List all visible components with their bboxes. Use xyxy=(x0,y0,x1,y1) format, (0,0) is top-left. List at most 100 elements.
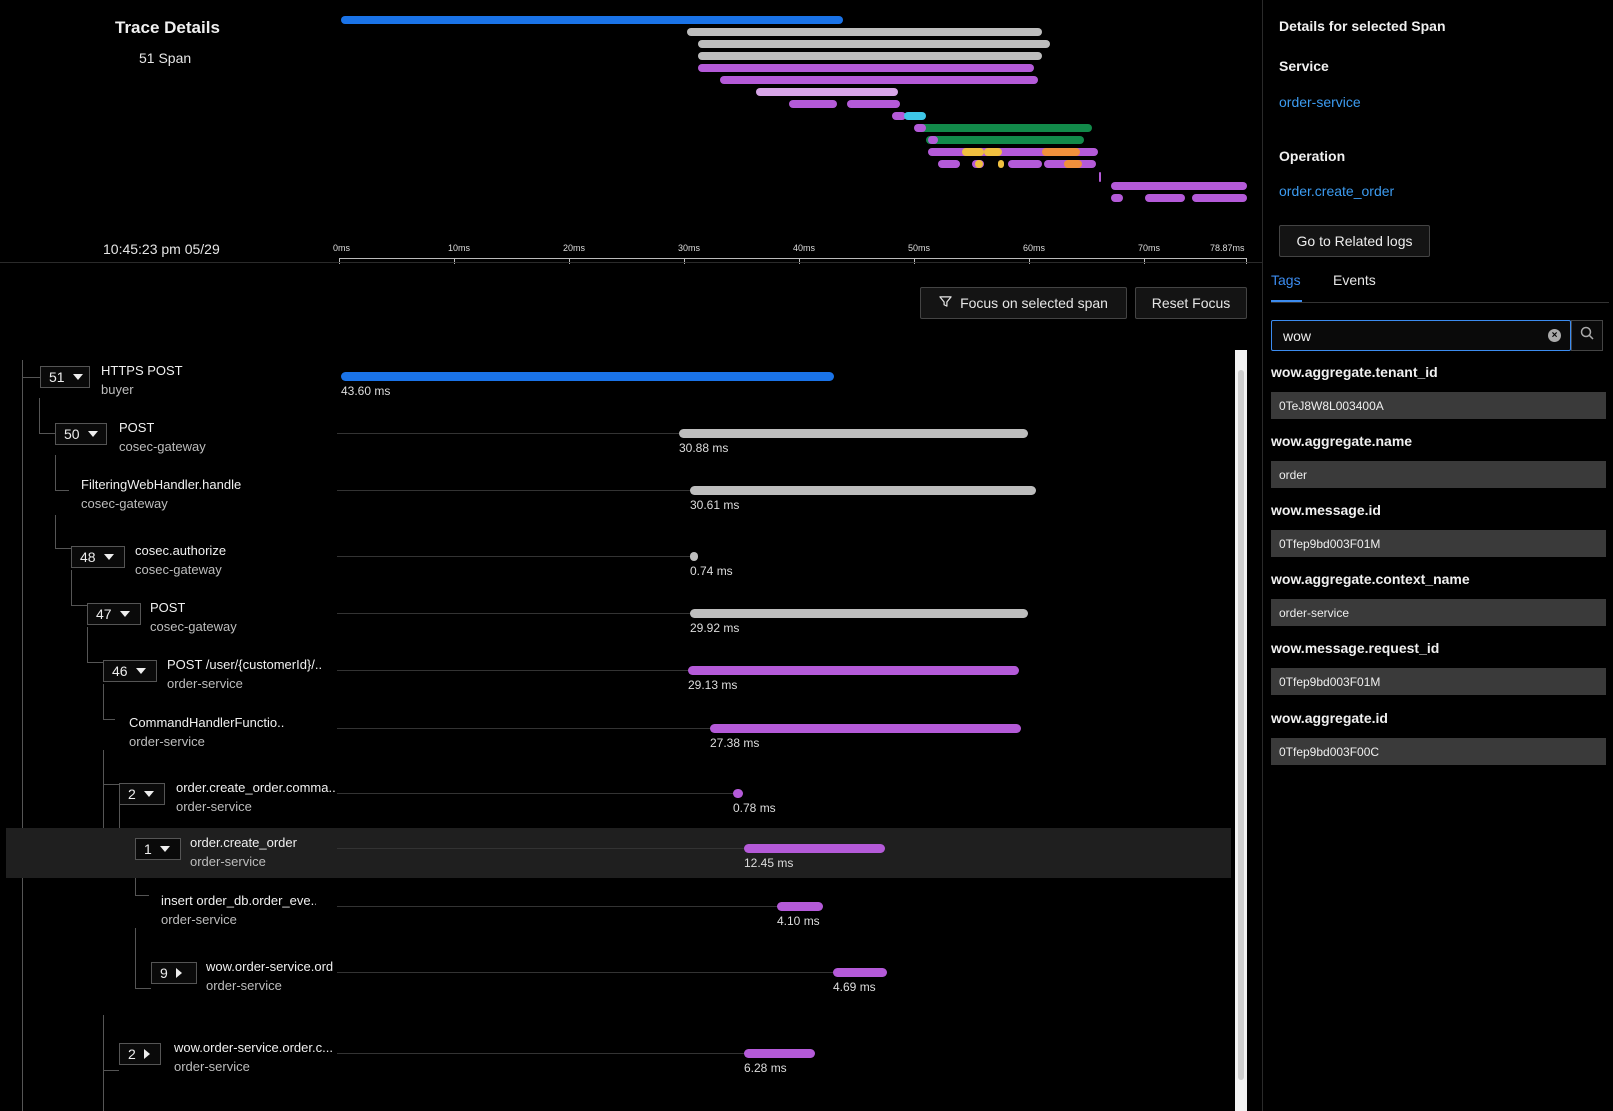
span-duration-bar[interactable] xyxy=(744,1049,815,1058)
tree-guide-line xyxy=(135,895,149,896)
reset-focus-button[interactable]: Reset Focus xyxy=(1135,287,1247,319)
axis-tick-label: 70ms xyxy=(1138,243,1161,253)
span-row[interactable]: FilteringWebHandler.handle cosec-gateway 3… xyxy=(6,470,1231,520)
tag-search-button[interactable] xyxy=(1571,320,1603,351)
span-expand-toggle[interactable]: 1 xyxy=(135,838,181,860)
span-duration-bar[interactable] xyxy=(690,552,698,561)
span-service-name: order-service xyxy=(174,1059,250,1074)
tree-guide-line xyxy=(87,662,103,663)
span-service-name: order-service xyxy=(176,799,252,814)
span-expand-toggle[interactable]: 2 xyxy=(119,1043,161,1065)
operation-label: Operation xyxy=(1279,148,1346,164)
minimap-span-bar xyxy=(847,100,900,108)
minimap-span-bar xyxy=(789,100,837,108)
tag-value: 0Tfep9bd003F01M xyxy=(1271,530,1606,557)
span-operation-name: order.create_order.comma... xyxy=(176,780,336,795)
axis-tick-label: 50ms xyxy=(908,243,931,253)
span-duration-bar[interactable] xyxy=(744,844,885,853)
span-service-name: order-service xyxy=(161,912,237,927)
minimap-span-bar xyxy=(928,148,1098,156)
minimap-span-bar xyxy=(698,52,1042,60)
service-link[interactable]: order-service xyxy=(1279,94,1361,110)
span-row[interactable]: 1 order.create_order order-service 12.45 ms xyxy=(6,828,1231,878)
span-offset-guide xyxy=(337,1053,744,1054)
tree-guide-line xyxy=(103,719,115,720)
tree-guide-line xyxy=(103,1015,104,1111)
child-count: 2 xyxy=(128,786,136,802)
scrollbar-thumb[interactable] xyxy=(1238,370,1244,1080)
minimap-span-bar xyxy=(998,160,1004,168)
span-row[interactable]: 48 cosec.authorize cosec-gateway 0.74 ms xyxy=(6,536,1231,586)
caret-down-icon xyxy=(159,846,170,852)
span-expand-toggle[interactable]: 51 xyxy=(40,366,90,388)
tree-guide-line xyxy=(135,988,151,989)
tag-value: 0Tfep9bd003F00C xyxy=(1271,738,1606,765)
span-row[interactable]: insert order_db.order_eve... order-servic… xyxy=(6,886,1231,936)
span-offset-guide xyxy=(337,848,744,849)
span-row[interactable]: 2 order.create_order.comma... order-servic… xyxy=(6,773,1231,823)
span-expand-toggle[interactable]: 50 xyxy=(55,423,107,445)
span-expand-toggle[interactable]: 48 xyxy=(71,546,125,568)
tree-guide-line xyxy=(22,377,40,378)
caret-down-icon xyxy=(135,668,146,674)
span-row[interactable]: 46 POST /user/{customerId}/... order-servi… xyxy=(6,650,1231,700)
tree-guide-line xyxy=(87,627,88,662)
axis-tick xyxy=(799,258,800,264)
span-count: 51 Span xyxy=(139,50,192,66)
related-logs-button[interactable]: Go to Related logs xyxy=(1279,225,1430,257)
span-offset-guide xyxy=(337,972,833,973)
span-duration-bar[interactable] xyxy=(341,372,834,381)
span-duration-label: 43.60 ms xyxy=(341,384,391,398)
time-axis xyxy=(339,258,1246,259)
trace-minimap[interactable] xyxy=(0,0,1613,262)
tab-tags[interactable]: Tags xyxy=(1271,272,1301,288)
span-duration-bar[interactable] xyxy=(710,724,1021,733)
span-row[interactable]: 9 wow.order-service.ord order-service 4.69 … xyxy=(6,952,1231,1002)
header-divider xyxy=(0,262,1262,263)
focus-selected-span-button[interactable]: Focus on selected span xyxy=(920,287,1127,319)
span-row[interactable]: 51 HTTPS POST buyer 43.60 ms xyxy=(6,356,1231,406)
minimap-span-bar xyxy=(892,112,906,120)
minimap-span-bar xyxy=(938,160,960,168)
span-offset-guide xyxy=(337,906,777,907)
span-row[interactable]: CommandHandlerFunctio... order-service 27.… xyxy=(6,708,1231,758)
span-service-name: order-service xyxy=(167,676,243,691)
tab-events[interactable]: Events xyxy=(1333,272,1376,288)
span-duration-bar[interactable] xyxy=(733,789,743,798)
span-operation-name: cosec.authorize xyxy=(135,543,227,558)
tag-value: order xyxy=(1271,461,1606,488)
minimap-span-bar xyxy=(1111,194,1123,202)
operation-link[interactable]: order.create_order xyxy=(1279,183,1395,199)
tag-search-input[interactable] xyxy=(1272,321,1540,350)
span-expand-toggle[interactable]: 47 xyxy=(87,603,141,625)
clear-icon[interactable]: × xyxy=(1548,329,1561,342)
span-operation-name: wow.order-service.order.c... xyxy=(174,1040,333,1055)
span-details-panel: Details for selected Span Service order-… xyxy=(1262,0,1613,1111)
axis-tick xyxy=(1144,258,1145,264)
span-duration-bar[interactable] xyxy=(690,609,1028,618)
service-label: Service xyxy=(1279,58,1329,74)
span-duration-label: 30.88 ms xyxy=(679,441,729,455)
span-row[interactable]: 2 wow.order-service.order.c... order-servi… xyxy=(6,1033,1231,1083)
span-duration-bar[interactable] xyxy=(688,666,1019,675)
span-duration-bar[interactable] xyxy=(679,429,1028,438)
span-duration-bar[interactable] xyxy=(833,968,887,977)
span-duration-bar[interactable] xyxy=(777,902,823,911)
span-row[interactable]: 50 POST cosec-gateway 30.88 ms xyxy=(6,413,1231,463)
search-icon xyxy=(1580,326,1594,345)
tree-guide-line xyxy=(55,490,69,491)
span-row[interactable]: 47 POST cosec-gateway 29.92 ms xyxy=(6,593,1231,643)
span-expand-toggle[interactable]: 2 xyxy=(119,783,165,805)
minimap-span-bar xyxy=(687,28,1042,36)
span-expand-toggle[interactable]: 9 xyxy=(151,962,197,984)
axis-tick-label: 30ms xyxy=(678,243,701,253)
child-count: 48 xyxy=(80,549,96,565)
axis-tick-label: 60ms xyxy=(1023,243,1046,253)
span-service-name: cosec-gateway xyxy=(135,562,222,577)
span-expand-toggle[interactable]: 46 xyxy=(103,660,157,682)
span-duration-bar[interactable] xyxy=(690,486,1036,495)
span-tree-scrollbar[interactable] xyxy=(1235,350,1247,1111)
tag-search-box: × xyxy=(1271,320,1571,351)
span-tree: 51 HTTPS POST buyer 43.60 ms 50 POST cosec-gat… xyxy=(0,350,1245,1111)
